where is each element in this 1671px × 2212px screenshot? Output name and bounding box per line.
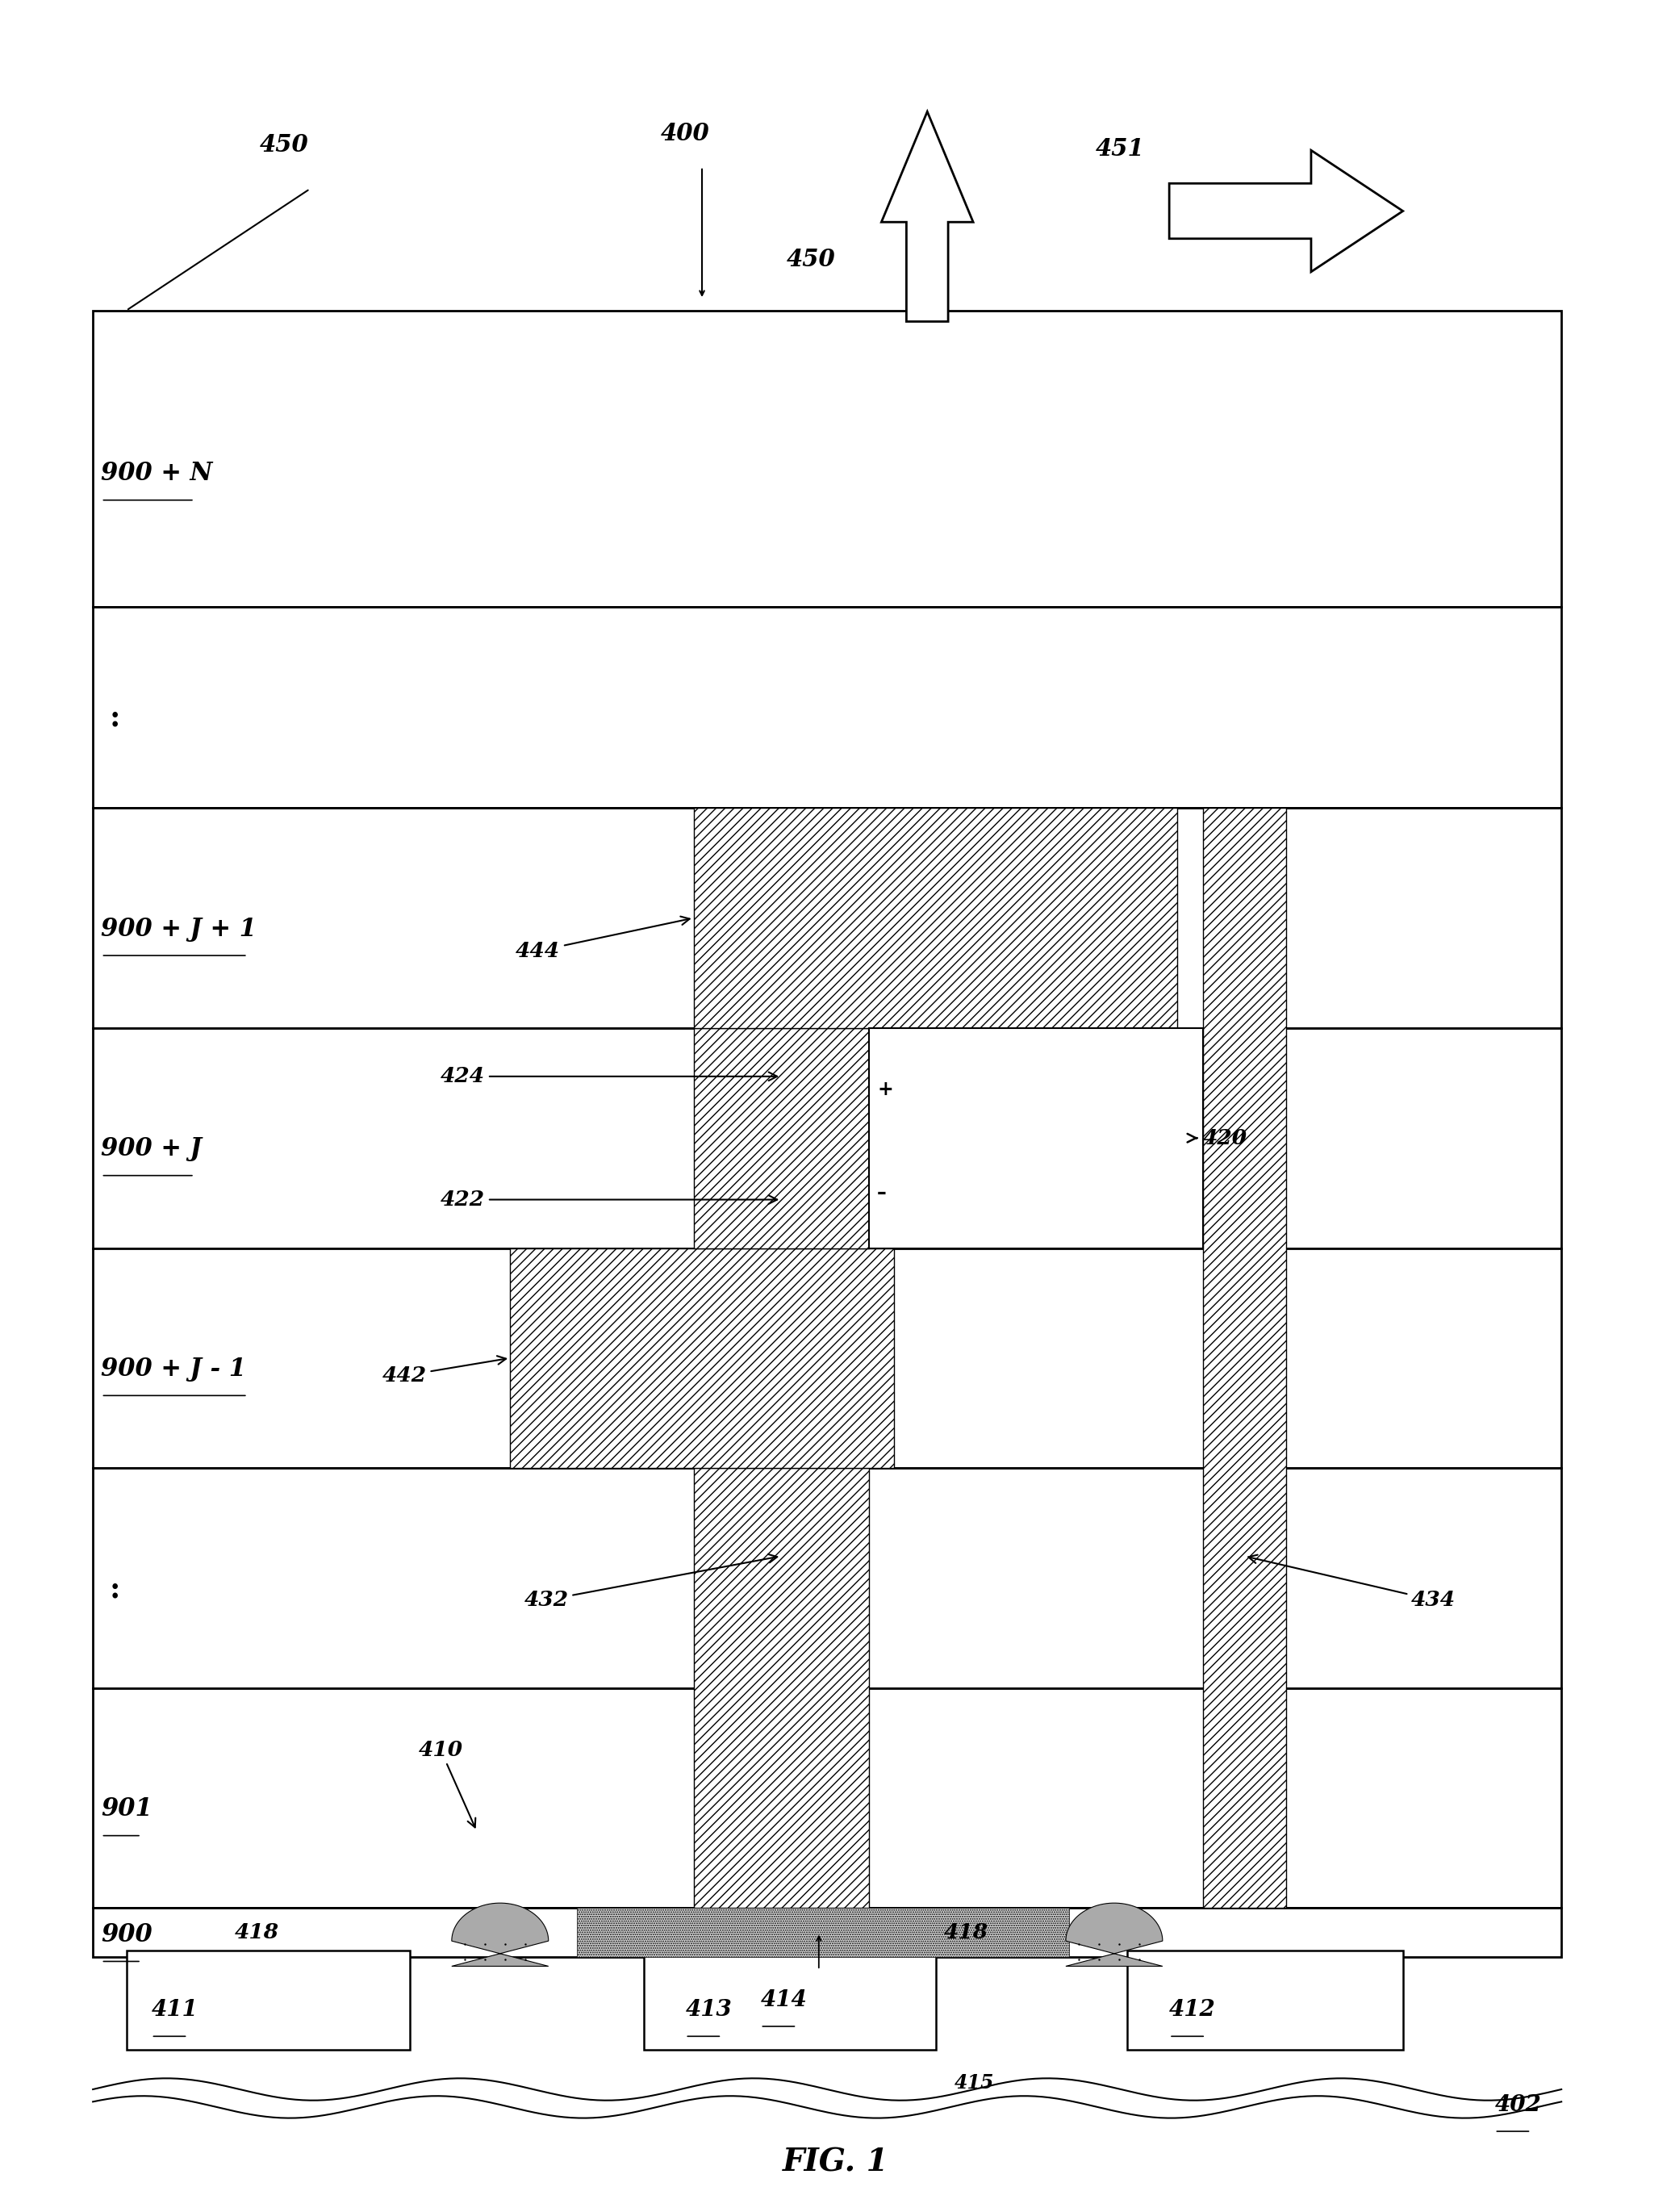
Text: 901: 901 (102, 1796, 152, 1823)
Bar (1203, 807, 1287, 1909)
Text: 415: 415 (954, 2073, 994, 2093)
Bar (693, 807, 1178, 1029)
Text: 400: 400 (660, 122, 709, 146)
Bar (94, 310, 1561, 606)
Text: 442: 442 (383, 1356, 506, 1385)
Bar (643, 1951, 936, 2051)
Text: 434: 434 (1248, 1555, 1455, 1610)
Text: 418: 418 (234, 1922, 279, 1942)
Text: 900 + J + 1: 900 + J + 1 (102, 916, 257, 942)
Polygon shape (1170, 150, 1404, 272)
Text: 424: 424 (441, 1066, 777, 1086)
Text: 402: 402 (1494, 2095, 1541, 2115)
Text: 422: 422 (441, 1190, 777, 1210)
Text: 900: 900 (102, 1922, 152, 1947)
Text: 444: 444 (516, 916, 690, 960)
Text: FIG. 1: FIG. 1 (782, 2148, 889, 2177)
Bar (127, 1951, 409, 2051)
Text: 410: 410 (418, 1739, 476, 1827)
Bar (94, 1029, 1561, 1248)
Text: 450: 450 (787, 248, 836, 272)
Bar (693, 1029, 869, 1248)
Text: 900 + J: 900 + J (102, 1137, 202, 1161)
Text: :: : (110, 703, 120, 732)
Text: 900 + N: 900 + N (102, 460, 212, 487)
Text: +: + (877, 1079, 894, 1099)
Bar (94, 1688, 1561, 1909)
Text: 451: 451 (1095, 137, 1145, 161)
Text: 414: 414 (760, 1989, 807, 2011)
Bar (693, 1469, 869, 1909)
Text: –: – (877, 1183, 887, 1203)
Text: 412: 412 (1170, 2000, 1216, 2022)
Polygon shape (881, 111, 973, 321)
Bar (94, 1248, 1561, 1469)
Bar (576, 1909, 1069, 1958)
Polygon shape (451, 1902, 548, 1966)
Bar (94, 606, 1561, 807)
Text: 450: 450 (259, 133, 309, 157)
Bar (869, 1029, 1203, 1248)
Bar (1128, 1951, 1404, 2051)
Text: :: : (110, 1575, 120, 1604)
Bar (94, 807, 1561, 1029)
Text: 900 + J - 1: 900 + J - 1 (102, 1356, 247, 1382)
Text: 411: 411 (152, 2000, 197, 2022)
Text: 420: 420 (1188, 1128, 1247, 1148)
Bar (94, 1947, 1561, 2073)
Polygon shape (1066, 1902, 1163, 1966)
Bar (94, 1909, 1561, 1958)
Bar (94, 1469, 1561, 1688)
Bar (510, 1248, 894, 1469)
Text: 413: 413 (685, 2000, 732, 2022)
Text: 418: 418 (944, 1922, 989, 1942)
Text: 432: 432 (525, 1555, 777, 1610)
